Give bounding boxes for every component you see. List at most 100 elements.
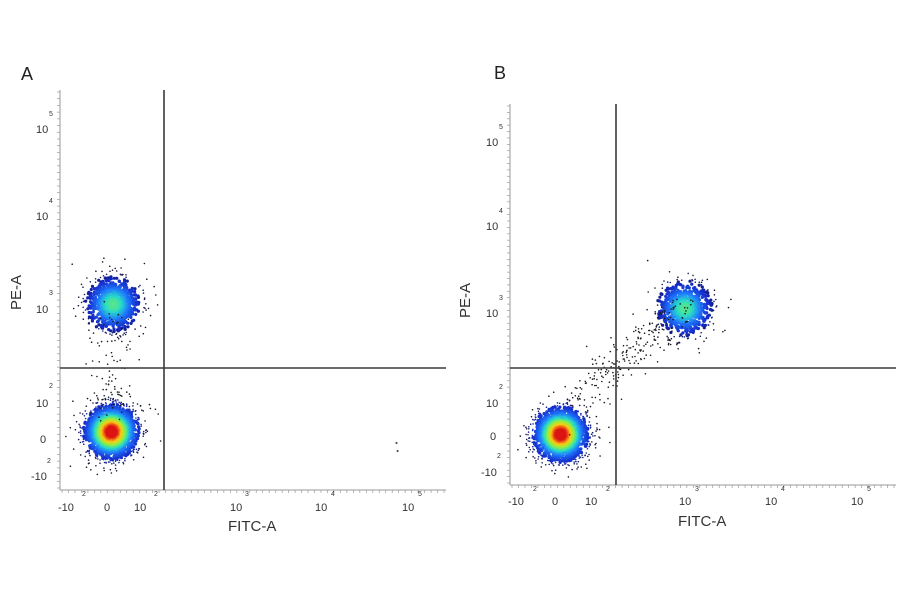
event-point bbox=[595, 430, 597, 432]
event-point bbox=[126, 325, 130, 329]
event-point bbox=[119, 334, 121, 337]
event-point bbox=[142, 432, 145, 435]
event-point bbox=[538, 408, 541, 410]
event-point bbox=[136, 451, 138, 453]
panel-a-x-axis-title: FITC-A bbox=[228, 518, 276, 535]
event-point bbox=[109, 270, 111, 273]
event-point bbox=[130, 319, 134, 323]
event-point bbox=[105, 461, 107, 464]
event-point bbox=[99, 462, 101, 465]
event-point bbox=[128, 385, 131, 387]
event-point bbox=[118, 391, 120, 394]
event-point bbox=[528, 426, 530, 428]
event-point bbox=[588, 453, 590, 456]
event-point bbox=[574, 395, 577, 397]
event-point bbox=[80, 283, 83, 286]
event-point bbox=[564, 385, 566, 388]
event-point bbox=[77, 304, 80, 307]
event-point bbox=[576, 387, 578, 390]
event-point bbox=[98, 323, 101, 325]
event-point bbox=[579, 456, 582, 459]
event-point bbox=[565, 402, 567, 405]
event-point bbox=[609, 441, 611, 444]
event-point bbox=[79, 430, 82, 432]
event-point bbox=[141, 409, 143, 412]
event-point bbox=[94, 278, 97, 280]
event-point bbox=[135, 436, 139, 440]
event-point bbox=[99, 420, 102, 422]
panel-a-ytick-2: 10 bbox=[36, 398, 48, 410]
event-point bbox=[80, 434, 82, 437]
event-point bbox=[527, 431, 530, 433]
event-point bbox=[79, 432, 82, 435]
event-point bbox=[134, 312, 138, 316]
event-point bbox=[142, 410, 145, 412]
event-point bbox=[576, 468, 578, 470]
event-point bbox=[96, 375, 98, 378]
event-point bbox=[96, 394, 98, 397]
event-point bbox=[74, 315, 77, 318]
event-point bbox=[527, 440, 529, 442]
event-point bbox=[138, 286, 140, 288]
event-point bbox=[109, 265, 111, 268]
event-point bbox=[594, 443, 596, 446]
event-point bbox=[534, 418, 537, 421]
event-point bbox=[119, 402, 122, 405]
event-point bbox=[123, 332, 125, 335]
event-point bbox=[554, 461, 557, 464]
event-point bbox=[92, 332, 95, 334]
event-point bbox=[564, 462, 567, 465]
event-point bbox=[89, 399, 92, 402]
event-point bbox=[532, 445, 534, 448]
event-point bbox=[525, 433, 527, 436]
event-point bbox=[98, 345, 101, 347]
event-point bbox=[80, 301, 83, 304]
event-point bbox=[98, 416, 100, 419]
event-point bbox=[125, 331, 127, 334]
event-point bbox=[92, 402, 94, 404]
event-point bbox=[534, 457, 536, 459]
event-point bbox=[106, 414, 108, 416]
event-point bbox=[577, 395, 580, 398]
event-point bbox=[577, 460, 580, 463]
event-point bbox=[136, 429, 140, 433]
event-point bbox=[143, 298, 146, 301]
event-point bbox=[589, 427, 592, 429]
event-point bbox=[586, 448, 589, 450]
event-point bbox=[577, 466, 579, 468]
panel-a-xtick-3: 10 bbox=[230, 502, 242, 514]
event-point bbox=[65, 435, 67, 438]
event-point bbox=[90, 469, 92, 471]
event-point bbox=[533, 448, 535, 451]
event-point bbox=[144, 429, 147, 432]
event-point bbox=[82, 318, 85, 321]
panel-a: A -10 2 0 10 2 10 3 10 4 10 5 -10 2 0 10… bbox=[8, 64, 446, 535]
event-point bbox=[558, 402, 561, 405]
event-point bbox=[92, 409, 95, 411]
panel-b: B -10 2 0 10 2 10 3 10 4 10 5 -10 2 0 10… bbox=[457, 63, 896, 530]
event-point bbox=[94, 456, 97, 459]
event-point bbox=[608, 426, 610, 429]
event-point bbox=[112, 276, 116, 280]
panel-a-ytick-5: 10 bbox=[36, 124, 48, 136]
event-point bbox=[111, 463, 113, 465]
event-point bbox=[88, 329, 90, 332]
event-point bbox=[111, 355, 113, 358]
event-point bbox=[106, 340, 109, 343]
event-point bbox=[111, 393, 113, 396]
event-point bbox=[124, 458, 126, 460]
event-point bbox=[72, 400, 74, 403]
event-point bbox=[113, 385, 116, 388]
event-point bbox=[94, 281, 97, 284]
event-point bbox=[585, 413, 587, 415]
event-point bbox=[113, 462, 115, 464]
event-point bbox=[95, 406, 97, 408]
event-point bbox=[116, 391, 119, 393]
event-point bbox=[101, 398, 103, 401]
event-point bbox=[120, 267, 122, 269]
event-point bbox=[108, 313, 110, 315]
event-point bbox=[115, 332, 118, 335]
event-point bbox=[84, 455, 86, 458]
event-point bbox=[145, 445, 148, 448]
event-point bbox=[89, 287, 93, 292]
